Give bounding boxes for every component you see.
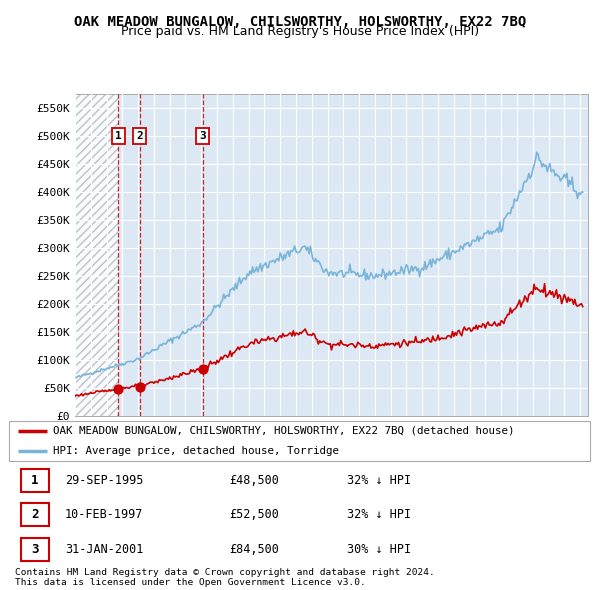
Text: 31-JAN-2001: 31-JAN-2001	[65, 543, 143, 556]
Text: OAK MEADOW BUNGALOW, CHILSWORTHY, HOLSWORTHY, EX22 7BQ: OAK MEADOW BUNGALOW, CHILSWORTHY, HOLSWO…	[74, 15, 526, 29]
Text: 30% ↓ HPI: 30% ↓ HPI	[347, 543, 411, 556]
Text: Price paid vs. HM Land Registry's House Price Index (HPI): Price paid vs. HM Land Registry's House …	[121, 25, 479, 38]
Text: £52,500: £52,500	[229, 508, 280, 522]
Text: 32% ↓ HPI: 32% ↓ HPI	[347, 474, 411, 487]
Text: 2: 2	[31, 508, 38, 522]
Point	[198, 364, 208, 373]
Text: 1: 1	[115, 132, 122, 142]
FancyBboxPatch shape	[21, 503, 49, 526]
Text: £48,500: £48,500	[229, 474, 280, 487]
Text: OAK MEADOW BUNGALOW, CHILSWORTHY, HOLSWORTHY, EX22 7BQ (detached house): OAK MEADOW BUNGALOW, CHILSWORTHY, HOLSWO…	[53, 426, 515, 436]
Text: 3: 3	[199, 132, 206, 142]
Text: 2: 2	[137, 132, 143, 142]
Text: 3: 3	[31, 543, 38, 556]
Text: 10-FEB-1997: 10-FEB-1997	[65, 508, 143, 522]
FancyBboxPatch shape	[21, 469, 49, 491]
Text: Contains HM Land Registry data © Crown copyright and database right 2024.
This d: Contains HM Land Registry data © Crown c…	[15, 568, 434, 587]
Point	[135, 382, 145, 391]
Text: 29-SEP-1995: 29-SEP-1995	[65, 474, 143, 487]
FancyBboxPatch shape	[9, 421, 590, 461]
Point	[113, 384, 123, 394]
Text: 32% ↓ HPI: 32% ↓ HPI	[347, 508, 411, 522]
FancyBboxPatch shape	[21, 538, 49, 560]
Text: 1: 1	[31, 474, 38, 487]
Text: HPI: Average price, detached house, Torridge: HPI: Average price, detached house, Torr…	[53, 446, 339, 456]
Text: £84,500: £84,500	[229, 543, 280, 556]
